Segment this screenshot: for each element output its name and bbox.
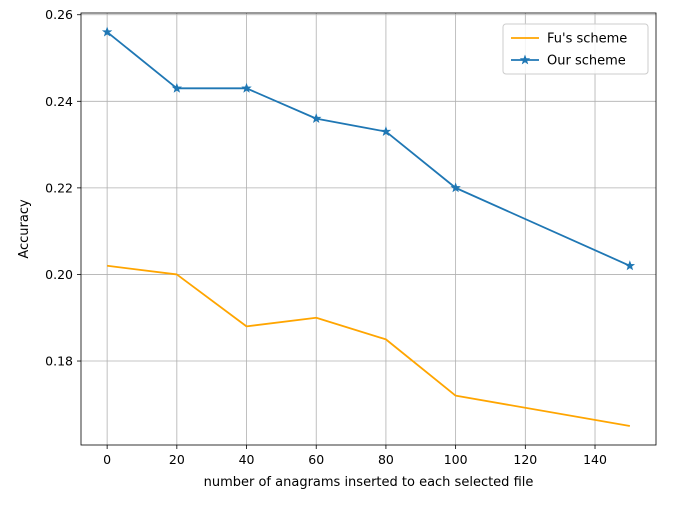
legend-box bbox=[502, 23, 649, 75]
plot-frame bbox=[80, 12, 657, 446]
data-point-marker bbox=[380, 126, 392, 137]
axis-ticks: 0 20 40 60 80 100 120 140 0.18 0.20 0.22 0.24 0.26 bbox=[45, 7, 607, 467]
x-tick-label: 20 bbox=[169, 452, 185, 467]
series-layer bbox=[101, 26, 636, 427]
legend-item: Our scheme bbox=[511, 54, 626, 69]
data-point-marker bbox=[101, 26, 113, 37]
data-point-marker bbox=[624, 260, 636, 271]
x-tick-label: 0 bbox=[103, 452, 111, 467]
x-axis-label: number of anagrams inserted to each sele… bbox=[204, 475, 534, 490]
data-point-marker bbox=[171, 82, 183, 93]
x-tick-label: 40 bbox=[239, 452, 255, 467]
x-tick-label: 120 bbox=[513, 452, 537, 467]
data-point-marker bbox=[241, 82, 252, 93]
y-tick-label: 0.26 bbox=[45, 7, 73, 22]
series-line bbox=[107, 264, 631, 427]
x-tick-label: 100 bbox=[444, 452, 468, 467]
y-tick-label: 0.24 bbox=[45, 94, 73, 109]
y-axis-label: Accuracy bbox=[17, 199, 32, 259]
data-point-marker bbox=[450, 182, 461, 193]
y-tick-label: 0.18 bbox=[45, 354, 73, 369]
legend-item: Fu's scheme bbox=[511, 32, 627, 47]
legend-label: Our scheme bbox=[547, 54, 626, 69]
legend-label: Fu's scheme bbox=[547, 32, 627, 47]
y-tick-label: 0.20 bbox=[45, 267, 73, 282]
series-2 bbox=[101, 26, 636, 271]
legend-marker bbox=[519, 54, 531, 65]
series-1 bbox=[107, 264, 631, 427]
legend: Fu's scheme Our scheme bbox=[502, 23, 649, 75]
x-tick-label: 80 bbox=[378, 452, 394, 467]
y-tick-label: 0.22 bbox=[45, 180, 73, 195]
x-tick-label: 140 bbox=[583, 452, 607, 467]
x-tick-label: 60 bbox=[308, 452, 324, 467]
data-point-marker bbox=[311, 113, 322, 124]
